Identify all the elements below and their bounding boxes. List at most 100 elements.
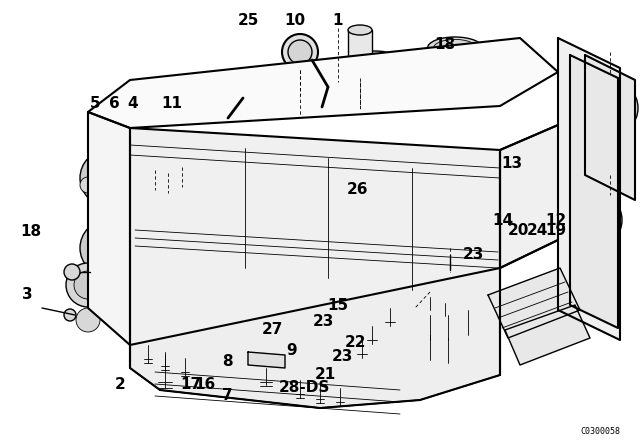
Text: 8: 8: [222, 354, 232, 370]
Circle shape: [440, 293, 450, 303]
Ellipse shape: [348, 51, 403, 73]
Circle shape: [88, 158, 128, 198]
Text: 4: 4: [128, 95, 138, 111]
Text: 14: 14: [492, 213, 513, 228]
Bar: [385, 288, 395, 308]
Polygon shape: [570, 55, 618, 328]
Bar: [367, 306, 377, 326]
Circle shape: [566, 192, 622, 248]
Circle shape: [271, 264, 319, 312]
Polygon shape: [505, 305, 590, 365]
Circle shape: [582, 80, 638, 136]
Text: 24: 24: [527, 223, 548, 238]
Text: 5: 5: [90, 95, 100, 111]
Text: 19: 19: [545, 223, 566, 238]
Circle shape: [592, 90, 628, 126]
Circle shape: [64, 309, 76, 321]
Bar: [444, 311, 452, 319]
Circle shape: [80, 177, 96, 193]
Circle shape: [168, 243, 232, 307]
Circle shape: [76, 308, 100, 332]
Text: 22: 22: [344, 335, 366, 350]
Text: 23: 23: [463, 247, 484, 262]
Polygon shape: [488, 268, 580, 338]
Bar: [348, 30, 372, 72]
Polygon shape: [585, 55, 635, 200]
Text: 2: 2: [115, 377, 125, 392]
Text: 28-DS: 28-DS: [278, 379, 330, 395]
Circle shape: [74, 271, 102, 299]
Circle shape: [426, 190, 484, 247]
Circle shape: [88, 228, 128, 268]
Circle shape: [556, 102, 632, 178]
Text: 25: 25: [237, 13, 259, 28]
Ellipse shape: [223, 84, 241, 92]
Circle shape: [260, 157, 330, 227]
Bar: [464, 306, 472, 314]
Bar: [426, 311, 434, 319]
Circle shape: [357, 274, 399, 316]
Text: 13: 13: [501, 155, 523, 171]
Bar: [444, 334, 452, 342]
Circle shape: [350, 267, 406, 323]
Circle shape: [176, 251, 224, 299]
Text: 11: 11: [161, 95, 182, 111]
Text: 12: 12: [545, 213, 566, 228]
Text: 18: 18: [434, 37, 456, 52]
Circle shape: [586, 212, 602, 228]
Circle shape: [163, 163, 173, 173]
Circle shape: [276, 173, 314, 211]
Text: 15: 15: [327, 298, 349, 313]
Circle shape: [425, 287, 435, 297]
Ellipse shape: [348, 25, 372, 35]
Text: 27: 27: [261, 322, 283, 337]
Polygon shape: [88, 112, 130, 345]
Circle shape: [181, 149, 239, 207]
Text: 26: 26: [346, 181, 368, 197]
Text: 21: 21: [314, 367, 336, 382]
Text: 17: 17: [180, 377, 202, 392]
Circle shape: [175, 143, 245, 213]
Circle shape: [288, 40, 312, 64]
Circle shape: [443, 241, 457, 255]
Text: 3: 3: [22, 287, 32, 302]
Circle shape: [584, 130, 604, 150]
Circle shape: [150, 160, 160, 170]
Circle shape: [191, 159, 229, 197]
Circle shape: [263, 256, 327, 320]
Bar: [357, 320, 367, 340]
Circle shape: [420, 183, 490, 253]
Polygon shape: [130, 268, 500, 408]
Circle shape: [177, 157, 187, 167]
Polygon shape: [88, 38, 558, 128]
Circle shape: [66, 263, 110, 307]
Text: 23: 23: [312, 314, 334, 329]
Circle shape: [282, 34, 318, 70]
Text: 18: 18: [20, 224, 42, 239]
Bar: [426, 331, 434, 339]
Text: 23: 23: [332, 349, 353, 364]
Polygon shape: [500, 38, 620, 340]
Text: C0300058: C0300058: [580, 427, 620, 436]
Circle shape: [64, 264, 80, 280]
Circle shape: [80, 220, 136, 276]
Circle shape: [356, 186, 394, 224]
Ellipse shape: [262, 67, 317, 89]
Ellipse shape: [348, 67, 372, 77]
Circle shape: [266, 164, 324, 221]
Circle shape: [346, 177, 404, 234]
Circle shape: [340, 170, 410, 240]
Text: 7: 7: [222, 388, 232, 403]
Ellipse shape: [182, 84, 237, 106]
Text: 10: 10: [284, 13, 305, 28]
Circle shape: [80, 150, 136, 206]
Text: 6: 6: [109, 95, 119, 111]
Bar: [382, 298, 396, 326]
Circle shape: [569, 115, 619, 165]
Ellipse shape: [428, 37, 483, 59]
Text: 20: 20: [508, 223, 529, 238]
Circle shape: [576, 202, 612, 238]
Text: 9: 9: [286, 343, 296, 358]
Text: 1: 1: [333, 13, 343, 28]
Text: 16: 16: [194, 377, 216, 392]
